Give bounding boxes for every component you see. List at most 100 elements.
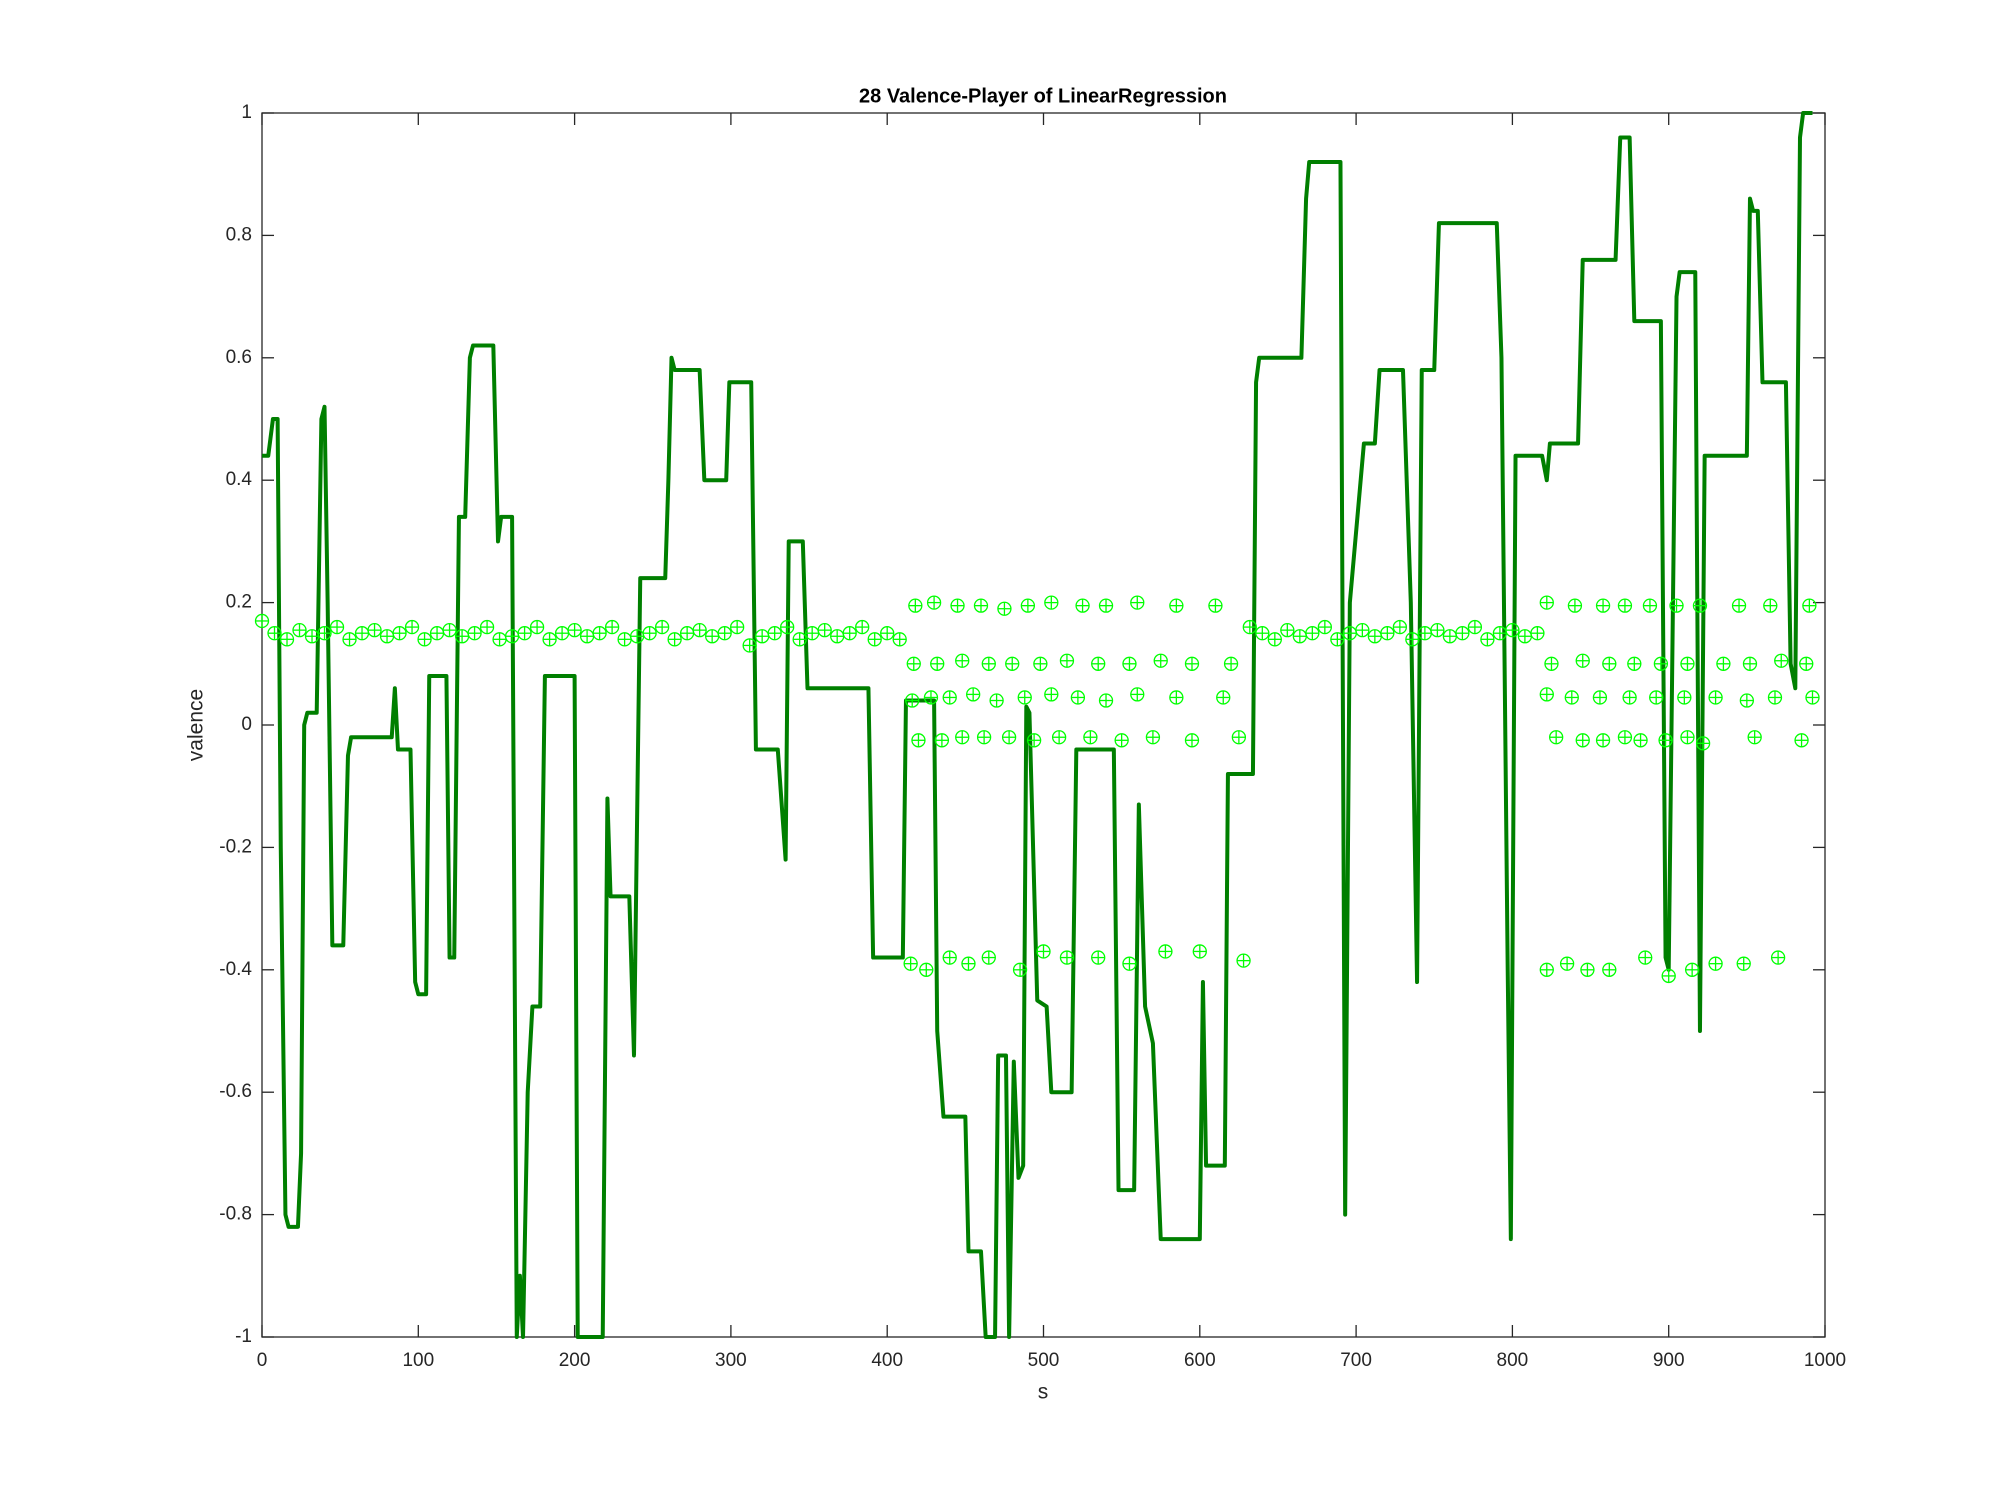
scatter-marker <box>934 733 950 748</box>
scatter-marker <box>1330 632 1345 647</box>
scatter-marker <box>1564 690 1579 705</box>
scatter-marker <box>1661 968 1676 984</box>
scatter-marker <box>1627 656 1642 671</box>
x-tick-label: 1000 <box>1804 1350 1846 1371</box>
scatter-marker <box>1680 656 1695 671</box>
x-tick-label: 100 <box>402 1350 434 1371</box>
scatter-marker <box>1184 733 1200 748</box>
scatter-marker <box>855 619 870 635</box>
x-tick-label: 200 <box>559 1350 591 1371</box>
scatter-marker <box>1544 656 1559 671</box>
y-tick-label: -0.2 <box>219 836 252 857</box>
scatter-marker <box>567 622 582 638</box>
scatter-marker <box>867 632 882 647</box>
scatter-marker <box>1098 693 1114 708</box>
scatter-marker <box>617 632 632 647</box>
scatter-marker <box>1559 956 1575 971</box>
scatter-marker <box>1480 632 1495 647</box>
scatter-marker <box>961 956 976 971</box>
scatter-marker <box>1622 690 1637 705</box>
scatter-marker <box>1405 632 1420 647</box>
scatter-marker <box>1739 693 1754 708</box>
x-tick-label: 600 <box>1184 1350 1216 1371</box>
scatter-marker <box>1602 962 1617 977</box>
scatter-marker <box>492 632 507 647</box>
scatter-marker <box>1617 598 1633 613</box>
data-line <box>262 111 1813 1339</box>
scatter-marker <box>404 619 420 635</box>
scatter-marker <box>1658 733 1673 748</box>
scatter-marker <box>1001 730 1017 745</box>
scatter-marker <box>930 656 945 671</box>
scatter-marker <box>579 629 595 644</box>
scatter-marker <box>1467 619 1483 635</box>
scatter-marker <box>1736 956 1751 971</box>
scatter-marker <box>1292 629 1307 644</box>
scatter-marker <box>1267 632 1282 647</box>
scatter-marker <box>1070 690 1086 705</box>
scatter-marker <box>317 626 332 641</box>
scatter-marker <box>1342 626 1357 641</box>
scatter-marker <box>842 626 857 641</box>
scatter-marker <box>1317 619 1332 635</box>
scatter-marker <box>1036 944 1051 959</box>
scatter-marker <box>542 632 557 647</box>
scatter-marker <box>1075 598 1090 613</box>
scatter-marker <box>1580 962 1595 977</box>
scatter-marker <box>767 626 782 641</box>
scatter-marker <box>1653 656 1669 671</box>
scatter-marker <box>1098 598 1114 613</box>
scatter-marker <box>392 626 407 641</box>
scatter-marker <box>1367 629 1383 644</box>
x-tick-label: 900 <box>1653 1350 1685 1371</box>
scatter-marker <box>903 956 918 971</box>
y-tick-label: 0.2 <box>226 592 252 613</box>
scatter-marker <box>1708 956 1723 971</box>
y-tick-label: -0.4 <box>219 959 252 980</box>
x-tick-label: 700 <box>1340 1350 1372 1371</box>
scatter-marker <box>1575 733 1590 748</box>
chart-title: 28 Valence-Player of LinearRegression <box>859 85 1227 107</box>
scatter-marker <box>942 950 957 965</box>
scatter-marker <box>730 619 745 635</box>
scatter-marker <box>1770 950 1786 965</box>
scatter-marker <box>1158 944 1173 959</box>
scatter-marker <box>479 619 495 635</box>
scatter-marker <box>830 629 845 644</box>
scatter-marker <box>529 619 545 635</box>
scatter-marker <box>1708 690 1723 705</box>
x-axis-label: s <box>1038 1381 1049 1404</box>
y-tick-label: 1 <box>241 102 252 123</box>
scatter-marker <box>780 619 795 635</box>
y-tick-label: 0.6 <box>226 347 252 368</box>
scatter-marker <box>950 598 965 613</box>
scatter-marker <box>1208 598 1223 613</box>
scatter-marker <box>1602 656 1617 671</box>
scatter-marker <box>997 601 1012 616</box>
scatter-marker <box>1592 690 1608 705</box>
scatter-marker <box>1169 690 1184 705</box>
scatter-marker <box>1017 690 1032 705</box>
y-axis-label: valence <box>185 689 208 761</box>
scatter-marker <box>1805 690 1820 705</box>
scatter-marker <box>342 632 357 647</box>
scatter-marker <box>1392 619 1408 635</box>
y-tick-label: -0.8 <box>219 1204 252 1225</box>
scatter-marker <box>923 690 939 705</box>
y-tick-label: -1 <box>235 1326 252 1347</box>
scatter-marker <box>679 626 695 641</box>
scatter-marker <box>629 629 645 644</box>
scatter-marker <box>367 622 382 638</box>
scatter-marker <box>1242 619 1257 635</box>
scatter-marker <box>1122 656 1137 671</box>
y-tick-label: 0.8 <box>226 224 252 245</box>
axes-box <box>261 112 1826 1338</box>
scatter-marker <box>976 730 992 745</box>
scatter-marker <box>1417 626 1433 641</box>
scatter-marker <box>1442 629 1458 644</box>
x-tick-label: 300 <box>715 1350 747 1371</box>
scatter-marker <box>1430 622 1445 638</box>
scatter-marker <box>926 595 942 610</box>
scatter-marker <box>1091 656 1106 671</box>
